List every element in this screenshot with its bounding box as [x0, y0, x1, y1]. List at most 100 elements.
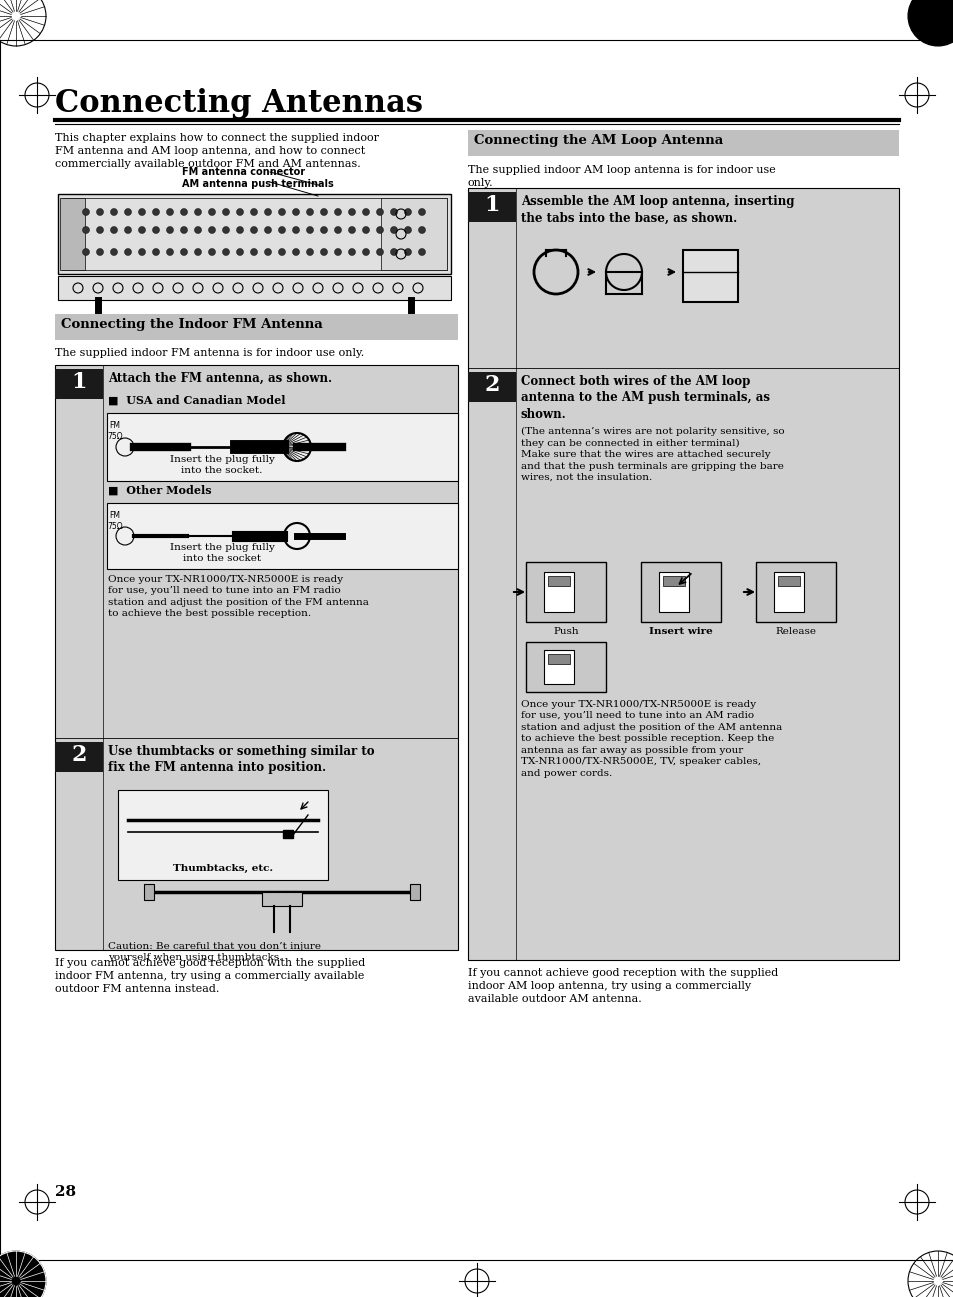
Circle shape — [138, 227, 146, 233]
Circle shape — [236, 227, 243, 233]
Circle shape — [278, 209, 285, 215]
Circle shape — [376, 227, 383, 233]
Text: 2: 2 — [484, 374, 499, 396]
Circle shape — [222, 227, 230, 233]
Circle shape — [111, 227, 117, 233]
Circle shape — [293, 249, 299, 256]
Circle shape — [390, 249, 397, 256]
Text: If you cannot achieve good reception with the supplied
indoor FM antenna, try us: If you cannot achieve good reception wit… — [55, 958, 365, 994]
Bar — [640, 562, 720, 623]
Circle shape — [236, 249, 243, 256]
Circle shape — [251, 227, 257, 233]
Text: Connect both wires of the AM loop
antenna to the AM push terminals, as
shown.: Connect both wires of the AM loop antenn… — [520, 375, 769, 422]
Text: Thumbtacks, etc.: Thumbtacks, etc. — [172, 864, 273, 873]
Circle shape — [222, 209, 230, 215]
Text: Assemble the AM loop antenna, inserting
the tabs into the base, as shown.: Assemble the AM loop antenna, inserting … — [520, 195, 794, 224]
Bar — [60, 198, 85, 270]
Bar — [55, 370, 103, 399]
Text: The supplied indoor FM antenna is for indoor use only.: The supplied indoor FM antenna is for in… — [55, 348, 364, 358]
Text: FM
75Ω: FM 75Ω — [107, 422, 123, 441]
Text: Connecting the Indoor FM Antenna: Connecting the Indoor FM Antenna — [61, 318, 322, 331]
Circle shape — [376, 249, 383, 256]
Circle shape — [152, 227, 159, 233]
Circle shape — [138, 209, 146, 215]
Circle shape — [236, 209, 243, 215]
Circle shape — [418, 249, 425, 256]
Bar — [543, 650, 574, 684]
Text: Attach the FM antenna, as shown.: Attach the FM antenna, as shown. — [108, 372, 332, 385]
Bar — [468, 188, 898, 960]
Bar — [659, 572, 688, 612]
Circle shape — [418, 227, 425, 233]
Bar — [55, 314, 457, 340]
Text: 1: 1 — [484, 195, 499, 217]
Bar — [682, 250, 738, 302]
Bar — [58, 195, 451, 274]
Circle shape — [376, 209, 383, 215]
Bar — [755, 562, 835, 623]
Circle shape — [335, 249, 341, 256]
Circle shape — [306, 227, 314, 233]
Circle shape — [152, 209, 159, 215]
Circle shape — [390, 209, 397, 215]
Circle shape — [194, 227, 201, 233]
Circle shape — [222, 249, 230, 256]
Circle shape — [82, 227, 90, 233]
Circle shape — [404, 249, 411, 256]
Circle shape — [306, 249, 314, 256]
Text: (The antenna’s wires are not polarity sensitive, so
they can be connected in eit: (The antenna’s wires are not polarity se… — [520, 427, 783, 482]
Bar — [118, 790, 328, 879]
Circle shape — [251, 249, 257, 256]
Circle shape — [180, 249, 188, 256]
Circle shape — [209, 249, 215, 256]
Circle shape — [320, 227, 327, 233]
Bar — [468, 372, 516, 402]
Bar — [107, 412, 457, 481]
Text: Release: Release — [775, 626, 816, 636]
Circle shape — [404, 209, 411, 215]
Circle shape — [209, 209, 215, 215]
Text: If you cannot achieve good reception with the supplied
indoor AM loop antenna, t: If you cannot achieve good reception wit… — [468, 968, 778, 1004]
Bar — [525, 642, 605, 693]
Circle shape — [907, 0, 953, 45]
Circle shape — [362, 227, 369, 233]
Text: FM
75Ω: FM 75Ω — [107, 511, 123, 532]
Circle shape — [264, 209, 272, 215]
Circle shape — [390, 227, 397, 233]
Bar — [662, 576, 684, 586]
Circle shape — [418, 209, 425, 215]
Bar — [144, 885, 153, 900]
Circle shape — [264, 227, 272, 233]
Circle shape — [362, 209, 369, 215]
Circle shape — [404, 227, 411, 233]
Bar — [778, 576, 800, 586]
Text: The supplied indoor AM loop antenna is for indoor use
only.: The supplied indoor AM loop antenna is f… — [468, 165, 775, 188]
Circle shape — [82, 209, 90, 215]
Text: Insert the plug fully
into the socket.: Insert the plug fully into the socket. — [170, 455, 274, 476]
Text: Once your TX-NR1000/TX-NR5000E is ready
for use, you’ll need to tune into an AM : Once your TX-NR1000/TX-NR5000E is ready … — [520, 700, 781, 778]
Bar — [262, 892, 302, 907]
Bar — [468, 130, 898, 156]
Text: Caution: Be careful that you don’t injure
yourself when using thumbtacks.: Caution: Be careful that you don’t injur… — [108, 942, 320, 962]
Circle shape — [348, 209, 355, 215]
Text: Use thumbtacks or something similar to
fix the FM antenna into position.: Use thumbtacks or something similar to f… — [108, 744, 375, 774]
Text: This chapter explains how to connect the supplied indoor
FM antenna and AM loop : This chapter explains how to connect the… — [55, 134, 378, 169]
Bar — [468, 192, 516, 222]
Bar — [62, 198, 447, 270]
Circle shape — [96, 227, 103, 233]
Circle shape — [138, 249, 146, 256]
Text: 1: 1 — [71, 371, 87, 393]
Bar — [547, 576, 569, 586]
Circle shape — [209, 227, 215, 233]
Circle shape — [167, 209, 173, 215]
Text: Connecting the AM Loop Antenna: Connecting the AM Loop Antenna — [474, 134, 722, 147]
Text: 2: 2 — [71, 744, 87, 767]
Circle shape — [264, 249, 272, 256]
Circle shape — [362, 249, 369, 256]
Text: Once your TX-NR1000/TX-NR5000E is ready
for use, you’ll need to tune into an FM : Once your TX-NR1000/TX-NR5000E is ready … — [108, 575, 369, 619]
Circle shape — [125, 249, 132, 256]
Bar — [410, 885, 419, 900]
Circle shape — [152, 249, 159, 256]
Bar — [55, 364, 457, 949]
Bar — [107, 503, 457, 569]
